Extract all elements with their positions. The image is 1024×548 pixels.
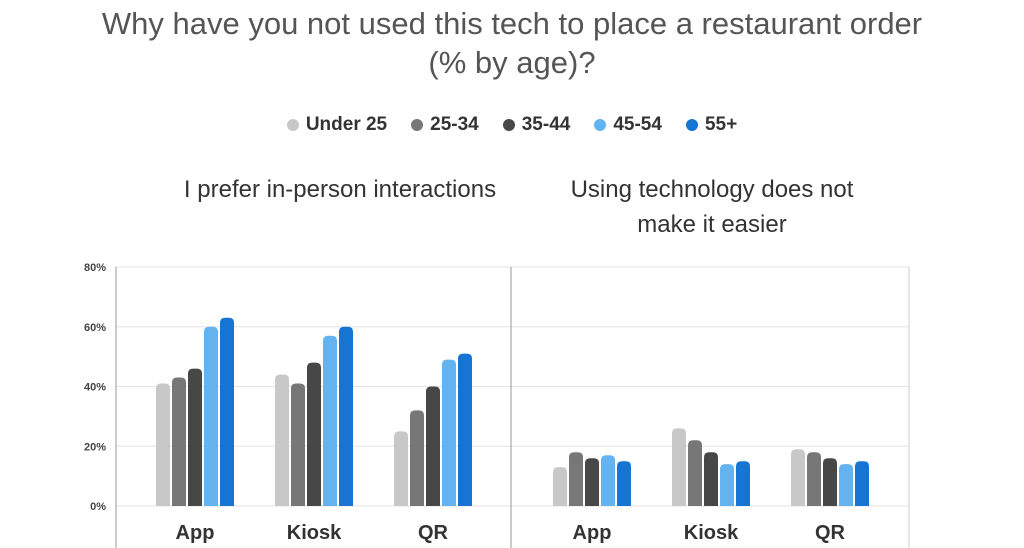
y-tick-label-80: 80% bbox=[84, 262, 106, 274]
y-tick-label-60: 60% bbox=[84, 322, 106, 334]
bar-technology-kiosk-55-plus bbox=[736, 461, 750, 506]
legend-item-55-plus: 55+ bbox=[685, 114, 738, 136]
bar-technology-qr-under-25 bbox=[791, 449, 805, 506]
bar-in-person-qr-55-plus bbox=[458, 353, 472, 506]
x-tick-label-technology-app: App bbox=[573, 522, 612, 544]
bar-technology-qr-55-plus bbox=[855, 461, 869, 506]
legend-label-under-25: Under 25 bbox=[305, 114, 388, 135]
x-tick-label-technology-kiosk: Kiosk bbox=[684, 522, 739, 544]
legend-swatch-55-plus bbox=[685, 119, 698, 131]
bar-in-person-kiosk-55-plus bbox=[339, 326, 353, 506]
bar-in-person-qr-25-34 bbox=[410, 410, 424, 506]
bar-in-person-app-35-44 bbox=[188, 368, 202, 506]
legend-item-under-25: Under 25 bbox=[286, 114, 388, 136]
bar-technology-app-25-34 bbox=[569, 452, 583, 506]
bar-in-person-qr-45-54 bbox=[442, 359, 456, 506]
x-tick-label-in-person-qr: QR bbox=[418, 522, 449, 544]
bar-in-person-kiosk-45-54 bbox=[323, 335, 337, 506]
chart-title-line-1: Why have you not used this tech to place… bbox=[101, 6, 923, 41]
bar-in-person-app-under-25 bbox=[156, 383, 170, 506]
legend-label-55-plus: 55+ bbox=[704, 114, 738, 135]
bar-in-person-app-55-plus bbox=[220, 317, 234, 506]
legend-item-35-44: 35-44 bbox=[502, 114, 571, 136]
y-tick-label-20: 20% bbox=[84, 441, 106, 453]
bar-technology-qr-25-34 bbox=[807, 452, 821, 506]
legend-item-45-54: 45-54 bbox=[594, 114, 662, 136]
bar-technology-qr-35-44 bbox=[823, 458, 837, 506]
bar-in-person-qr-under-25 bbox=[394, 431, 408, 506]
bar-technology-app-35-44 bbox=[585, 458, 599, 506]
bar-in-person-kiosk-under-25 bbox=[275, 374, 289, 506]
bar-technology-app-55-plus bbox=[617, 461, 631, 506]
bar-in-person-app-45-54 bbox=[204, 326, 218, 506]
bar-in-person-app-25-34 bbox=[172, 377, 186, 506]
y-tick-label-40: 40% bbox=[84, 382, 106, 394]
bar-technology-app-under-25 bbox=[553, 467, 567, 506]
legend-swatch-under-25 bbox=[286, 119, 299, 131]
y-tick-label-0: 0% bbox=[90, 501, 106, 513]
x-tick-label-in-person-app: App bbox=[176, 522, 215, 544]
chart-title-line-2: (% by age)? bbox=[428, 45, 596, 80]
legend-swatch-45-54 bbox=[594, 119, 607, 131]
panel-title-in-person: I prefer in-person interactions bbox=[183, 176, 497, 203]
bar-technology-kiosk-35-44 bbox=[704, 452, 718, 506]
legend-swatch-25-34 bbox=[411, 119, 424, 131]
panel-title-technology-line-1: Using technology does not bbox=[570, 176, 854, 203]
legend-swatch-35-44 bbox=[502, 119, 515, 131]
x-tick-label-technology-qr: QR bbox=[815, 522, 846, 544]
bar-technology-app-45-54 bbox=[601, 455, 615, 506]
chart-title: Why have you not used this tech to place… bbox=[0, 4, 1024, 82]
legend-label-45-54: 45-54 bbox=[613, 114, 662, 135]
panel-title-technology: Using technology does not make it easier bbox=[512, 172, 912, 242]
legend-item-25-34: 25-34 bbox=[411, 114, 479, 136]
legend-label-35-44: 35-44 bbox=[521, 114, 571, 135]
x-tick-label-in-person-kiosk: Kiosk bbox=[287, 522, 342, 544]
bar-technology-kiosk-under-25 bbox=[672, 428, 686, 506]
bar-in-person-kiosk-35-44 bbox=[307, 362, 321, 506]
legend: Under 25 25-34 35-44 45-54 55+ bbox=[0, 114, 1024, 136]
bar-in-person-qr-35-44 bbox=[426, 386, 440, 506]
bar-technology-qr-45-54 bbox=[839, 464, 853, 506]
bar-technology-kiosk-45-54 bbox=[720, 464, 734, 506]
panel-title-technology-line-2: make it easier bbox=[637, 211, 787, 238]
legend-label-25-34: 25-34 bbox=[430, 114, 479, 135]
bar-in-person-kiosk-25-34 bbox=[291, 383, 305, 506]
bar-technology-kiosk-25-34 bbox=[688, 440, 702, 506]
